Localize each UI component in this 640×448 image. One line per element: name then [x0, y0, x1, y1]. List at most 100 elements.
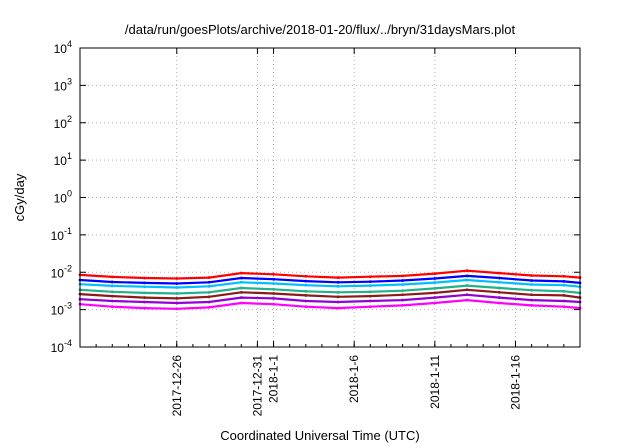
series-point-2: [175, 282, 179, 285]
series-point-1: [272, 272, 275, 276]
series-point-2: [368, 280, 372, 284]
series-point-6: [401, 298, 404, 302]
series-point-2: [433, 277, 437, 280]
x-tick-label: 2017-12-26: [170, 355, 184, 417]
series-point-7: [497, 301, 501, 305]
series-point-2: [336, 280, 340, 284]
series-point-2: [143, 281, 146, 285]
series-point-3: [562, 283, 566, 287]
series-point-6: [433, 296, 437, 299]
series-point-5: [207, 295, 211, 299]
y-axis-label: cGy/day: [12, 173, 27, 221]
series-point-7: [401, 303, 404, 307]
series-point-2: [272, 277, 275, 281]
series-point-7: [433, 301, 437, 305]
series-point-2: [497, 276, 501, 280]
series-point-4: [207, 290, 211, 294]
series-point-3: [110, 284, 114, 288]
series-point-7: [272, 302, 275, 306]
series-point-3: [336, 284, 340, 288]
series-point-6: [530, 298, 534, 302]
series-point-5: [272, 292, 275, 295]
series-point-6: [272, 296, 275, 300]
series-point-4: [433, 286, 437, 290]
series-point-7: [304, 305, 308, 309]
series-point-5: [143, 296, 146, 299]
x-tick-label: 2017-12-31: [250, 355, 264, 417]
series-point-7: [143, 306, 146, 310]
series-point-1: [110, 275, 114, 279]
series-point-3: [497, 280, 501, 284]
series-point-7: [465, 298, 469, 302]
y-tick-label: 102: [54, 114, 72, 131]
series-point-3: [530, 283, 534, 286]
series-point-7: [530, 303, 534, 307]
series-point-4: [272, 287, 275, 291]
series-point-5: [497, 290, 501, 294]
series-point-3: [239, 280, 243, 284]
series-point-6: [304, 299, 308, 303]
series-point-6: [368, 299, 372, 303]
series-point-7: [239, 301, 243, 305]
series-point-4: [562, 289, 566, 293]
series-point-2: [401, 279, 404, 282]
series-point-1: [304, 274, 308, 278]
series-point-5: [401, 293, 404, 297]
y-tick-label: 10-4: [51, 338, 72, 355]
series-point-6: [110, 299, 114, 303]
plot-frame: [79, 47, 581, 348]
x-tick-label: 2018-1-1: [267, 355, 281, 403]
series-point-3: [465, 278, 469, 282]
series-point-5: [336, 295, 340, 299]
series-point-5: [239, 290, 243, 294]
y-tick-label: 103: [54, 76, 72, 93]
series-point-6: [562, 299, 566, 303]
series-point-2: [239, 276, 243, 280]
series-point-2: [530, 279, 534, 282]
series-point-4: [143, 291, 146, 295]
series-point-1: [368, 275, 372, 279]
series-point-1: [497, 271, 501, 275]
series-point-3: [272, 282, 275, 285]
series-point-1: [207, 276, 211, 279]
series-point-5: [465, 288, 469, 292]
y-tick-label: 101: [54, 151, 72, 168]
series-point-2: [207, 280, 211, 284]
series-point-4: [401, 289, 404, 293]
series-point-6: [207, 300, 211, 304]
series-point-4: [239, 286, 243, 290]
series-point-7: [110, 305, 114, 309]
series-point-7: [336, 306, 340, 310]
y-tick-label: 10-2: [51, 263, 72, 280]
x-tick-label: 2018-1-16: [508, 355, 522, 410]
series-point-3: [175, 286, 179, 289]
x-axis-label: Coordinated Universal Time (UTC): [220, 428, 420, 443]
series-point-4: [465, 284, 469, 287]
x-tick-label: 2018-1-6: [347, 355, 361, 403]
series-point-2: [110, 280, 114, 284]
series-point-3: [401, 283, 404, 286]
series-point-1: [175, 277, 179, 280]
series-point-1: [465, 269, 469, 273]
y-tick-label: 10-1: [51, 226, 72, 243]
series-point-5: [530, 293, 534, 297]
series-point-1: [562, 274, 566, 278]
series-point-3: [207, 284, 211, 288]
series-point-4: [336, 290, 340, 294]
series-point-2: [562, 279, 566, 283]
series-point-1: [401, 274, 404, 278]
series-point-6: [497, 296, 501, 299]
series-point-6: [239, 296, 243, 299]
series-point-1: [336, 276, 340, 279]
series-point-4: [530, 288, 534, 292]
series-point-4: [497, 286, 501, 290]
series-point-5: [110, 294, 114, 298]
y-tick-label: 104: [54, 39, 72, 56]
series-point-1: [239, 271, 243, 275]
series-point-5: [562, 294, 566, 297]
x-tick-label: 2018-1-11: [428, 355, 442, 409]
series-point-3: [143, 285, 146, 289]
series-point-3: [368, 284, 372, 287]
series-point-7: [368, 305, 372, 309]
